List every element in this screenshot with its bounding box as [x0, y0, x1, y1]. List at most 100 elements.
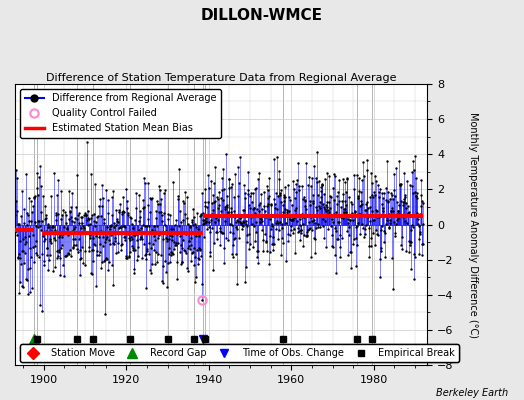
- Point: [146, 209, 155, 216]
- Point: [153, 222, 161, 229]
- Text: DILLON-WMCE: DILLON-WMCE: [201, 8, 323, 23]
- Point: [403, 203, 412, 209]
- Point: [46, 238, 54, 244]
- Point: [37, 209, 45, 216]
- Point: [312, 175, 320, 182]
- Point: [359, 225, 367, 231]
- Point: [34, 192, 42, 198]
- Point: [24, 212, 32, 218]
- Point: [231, 214, 239, 220]
- Point: [284, 182, 292, 188]
- Point: [121, 237, 129, 243]
- Point: [167, 226, 175, 232]
- Point: [268, 241, 277, 248]
- Point: [190, 262, 198, 269]
- Point: [353, 242, 361, 248]
- Point: [48, 228, 57, 235]
- Point: [19, 248, 27, 254]
- Point: [333, 236, 341, 242]
- Point: [224, 209, 233, 215]
- Point: [416, 231, 424, 237]
- Point: [236, 215, 244, 221]
- Point: [70, 219, 79, 225]
- Point: [389, 286, 398, 292]
- Point: [324, 207, 333, 213]
- Point: [67, 204, 75, 210]
- Point: [213, 228, 222, 235]
- Point: [100, 220, 108, 226]
- Point: [22, 276, 30, 282]
- Point: [331, 252, 340, 258]
- Point: [185, 238, 193, 244]
- Point: [373, 207, 381, 214]
- Point: [124, 230, 133, 237]
- Point: [180, 228, 188, 235]
- Point: [139, 205, 147, 211]
- Point: [297, 226, 305, 233]
- Point: [57, 245, 66, 252]
- Point: [181, 248, 190, 254]
- Point: [24, 266, 32, 272]
- Point: [11, 229, 19, 235]
- Point: [400, 218, 409, 224]
- Point: [153, 197, 161, 204]
- Point: [334, 189, 343, 196]
- Point: [102, 236, 110, 242]
- Point: [176, 208, 184, 214]
- Point: [121, 224, 129, 230]
- Point: [239, 218, 247, 224]
- Point: [160, 221, 169, 228]
- Point: [230, 236, 238, 242]
- Point: [214, 196, 223, 202]
- Point: [64, 230, 72, 236]
- Point: [363, 156, 371, 163]
- Point: [77, 255, 85, 262]
- Point: [99, 243, 107, 249]
- Point: [196, 211, 205, 218]
- Point: [107, 222, 115, 228]
- Point: [45, 256, 53, 263]
- Point: [366, 218, 375, 224]
- Point: [79, 223, 87, 230]
- Point: [397, 181, 406, 188]
- Point: [366, 203, 374, 210]
- Point: [245, 231, 254, 237]
- Point: [154, 251, 162, 257]
- Point: [146, 266, 154, 273]
- Point: [249, 243, 257, 250]
- Point: [195, 256, 203, 262]
- Point: [347, 199, 356, 205]
- Point: [168, 237, 177, 243]
- Point: [381, 184, 390, 191]
- Point: [138, 222, 147, 229]
- Point: [194, 245, 203, 252]
- Point: [269, 247, 277, 253]
- Point: [320, 235, 328, 241]
- Point: [88, 270, 96, 277]
- Point: [228, 242, 237, 248]
- Point: [383, 158, 391, 164]
- Point: [234, 193, 242, 200]
- Point: [53, 192, 61, 198]
- Point: [18, 236, 27, 242]
- Point: [353, 222, 361, 229]
- Point: [255, 170, 263, 177]
- Point: [227, 205, 235, 212]
- Point: [376, 274, 384, 280]
- Point: [105, 259, 113, 265]
- Point: [395, 210, 403, 217]
- Point: [322, 202, 330, 208]
- Point: [31, 193, 39, 200]
- Point: [137, 234, 146, 240]
- Point: [144, 180, 152, 186]
- Point: [224, 211, 232, 217]
- Point: [209, 267, 217, 273]
- Point: [150, 223, 158, 229]
- Point: [89, 246, 97, 253]
- Point: [193, 210, 201, 216]
- Point: [163, 236, 171, 242]
- Point: [129, 232, 138, 238]
- Point: [120, 223, 128, 229]
- Point: [140, 241, 148, 247]
- Point: [195, 232, 203, 239]
